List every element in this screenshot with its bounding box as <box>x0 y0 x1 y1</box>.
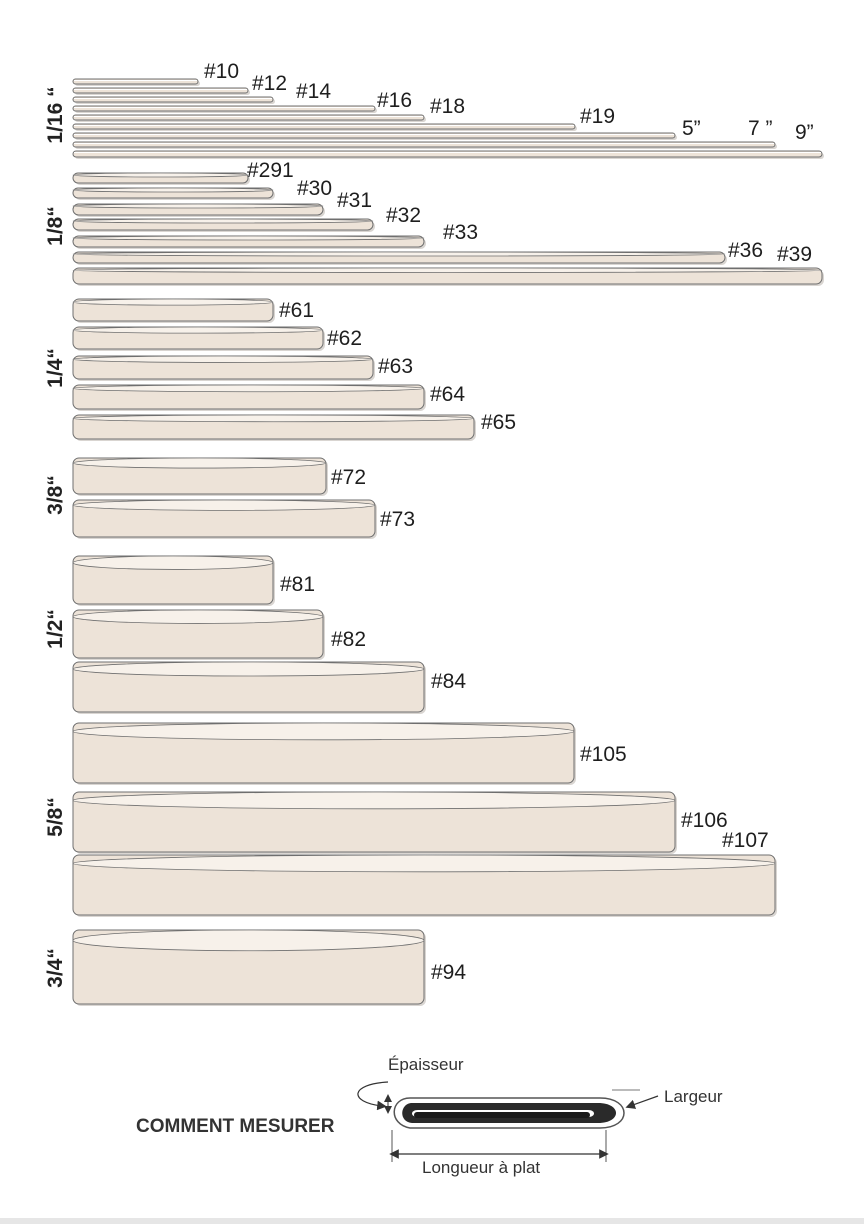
size-label: #82 <box>331 628 367 651</box>
size-label: 9” <box>795 121 814 144</box>
size-label: #14 <box>296 80 332 103</box>
belt-item <box>72 150 824 159</box>
size-label: #64 <box>430 383 466 406</box>
belt-item <box>72 298 275 323</box>
size-label: #72 <box>331 466 367 489</box>
size-label: #65 <box>481 411 517 434</box>
thickness-label: Épaisseur <box>388 1055 464 1074</box>
size-label: #84 <box>431 670 467 693</box>
belt-item <box>72 384 426 411</box>
belt-item <box>72 267 824 286</box>
size-label: #31 <box>337 189 373 212</box>
belt-item <box>72 661 426 714</box>
belt-item <box>72 172 250 185</box>
size-label: #81 <box>280 573 316 596</box>
size-label: #18 <box>430 95 466 118</box>
belt-item <box>72 235 426 249</box>
belt-item <box>72 141 777 149</box>
size-label: #73 <box>380 508 416 531</box>
belt-item <box>72 123 577 131</box>
belt-item <box>72 105 377 113</box>
size-label: #39 <box>777 243 813 266</box>
belt-item <box>72 499 377 539</box>
size-label: 5” <box>682 117 701 140</box>
size-label: #12 <box>252 72 288 95</box>
band-label: 1/16 “ <box>44 86 67 144</box>
size-label: #107 <box>722 829 769 852</box>
belt-item <box>72 114 426 122</box>
size-label: #94 <box>431 961 467 984</box>
belt-item <box>72 457 328 496</box>
belt-item <box>72 203 325 217</box>
band-label: 3/8“ <box>44 475 67 515</box>
belt-item <box>72 132 677 140</box>
size-label: #16 <box>377 89 413 112</box>
size-label: #106 <box>681 809 728 832</box>
size-label: #61 <box>279 299 315 322</box>
size-label: #105 <box>580 743 627 766</box>
measure-title: COMMENT MESURER <box>136 1116 335 1137</box>
belt-item <box>72 355 375 381</box>
size-label: #291 <box>247 159 294 182</box>
size-label: #30 <box>297 177 333 200</box>
belt-item <box>72 251 727 265</box>
flat-length-label: Longueur à plat <box>422 1158 541 1177</box>
belt-inner-strip <box>414 1112 590 1118</box>
band-label: 3/4“ <box>44 948 67 988</box>
size-label: #32 <box>386 204 422 227</box>
belt-item <box>72 87 250 95</box>
belt-item <box>72 187 275 200</box>
size-label: #10 <box>204 60 240 83</box>
belt-item <box>72 929 426 1006</box>
band-label: 1/4“ <box>44 348 67 388</box>
band-label: 1/8“ <box>44 206 67 246</box>
size-label: 7 ” <box>748 117 773 140</box>
belt-item <box>72 78 200 86</box>
belt-item <box>72 609 325 660</box>
band-label: 5/8“ <box>44 797 67 837</box>
size-label: #19 <box>580 105 616 128</box>
width-label: Largeur <box>664 1087 723 1106</box>
belt-item <box>72 326 325 351</box>
size-label: #63 <box>378 355 414 378</box>
belt-item <box>72 854 777 917</box>
size-label: #33 <box>443 221 479 244</box>
band-label: 1/2“ <box>44 609 67 649</box>
size-label: #36 <box>728 239 764 262</box>
bottom-strip <box>0 1218 864 1224</box>
belt-item <box>72 96 275 104</box>
measure-diagram <box>357 1081 659 1162</box>
belt-item <box>72 218 375 232</box>
belt-item <box>72 555 275 606</box>
belt-item <box>72 722 576 785</box>
belt-item <box>72 791 677 854</box>
belt-item <box>72 414 476 441</box>
size-label: #62 <box>327 327 363 350</box>
